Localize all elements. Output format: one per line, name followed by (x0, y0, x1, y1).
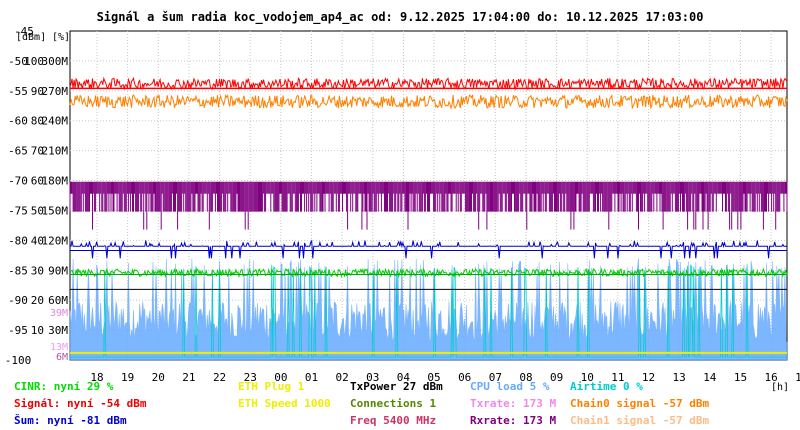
x-tick-label: 02 (336, 371, 349, 384)
legend-item: CPU load 5 % (470, 380, 550, 393)
legend-item: Rxrate: 173 M (470, 414, 557, 427)
x-tick-label: 21 (182, 371, 195, 384)
x-unit-label: [h] (771, 382, 789, 393)
legend-item: CINR: nyní 29 % (14, 380, 114, 393)
y-tick-label-percent: 100 (24, 55, 44, 68)
y-tick-label-percent: 40 (31, 234, 44, 247)
legend-item: Šum: nyní -81 dBm (14, 414, 127, 427)
y-tick-label-rate: 270M (42, 85, 69, 98)
y-extra-rate-label: 39M (50, 308, 68, 319)
x-tick-label: 18 (90, 371, 103, 384)
x-tick-label: 00 (274, 371, 287, 384)
x-tick-label: 22 (213, 371, 226, 384)
x-tick-label: 10 (581, 371, 594, 384)
x-tick-label: 13 (673, 371, 686, 384)
series-signal (69, 76, 788, 91)
y-tick-label-rate: 210M (42, 145, 69, 158)
y-extra-rate-label: 6M (56, 352, 68, 363)
y-tick-label-dbm: -60 (8, 115, 28, 128)
legend-item: Freq 5400 MHz (350, 414, 437, 427)
x-tick-label: 17 (795, 371, 800, 384)
y-tick-label-rate: 300M (42, 55, 69, 68)
y-tick-label-dbm: -65 (8, 145, 28, 158)
x-tick-label: 16 (764, 371, 777, 384)
y-tick-label-percent: 60 (31, 175, 44, 188)
legend-item: Chain0 signal -57 dBm (570, 397, 710, 410)
x-tick-label: 04 (397, 371, 411, 384)
x-tick-label: 08 (519, 371, 532, 384)
legend-item: Txrate: 173 M (470, 397, 557, 410)
y-tick-label-dbm: -85 (8, 264, 28, 277)
chart-title: Signál a šum radia koc_vodojem_ap4_ac od… (96, 10, 704, 24)
x-tick-label: 14 (703, 371, 717, 384)
y-tick-label-percent: 80 (31, 115, 44, 128)
y-tick-label-dbm: -70 (8, 175, 28, 188)
y-tick-label-dbm: -75 (8, 204, 28, 217)
series-cinr (69, 267, 788, 279)
legend-item: ETH Speed 1000 (238, 397, 331, 410)
y-tick-label-percent: 90 (31, 85, 44, 98)
x-tick-label: 03 (366, 371, 379, 384)
legend-item: Signál: nyní -54 dBm (14, 397, 147, 410)
y-tick-label-dbm: -80 (8, 234, 28, 247)
x-tick-label: 12 (642, 371, 655, 384)
y-tick-label-dbm: -45 (14, 25, 34, 38)
series-rxrate (69, 181, 788, 230)
x-tick-label: 09 (550, 371, 563, 384)
y-tick-label-rate: 180M (42, 175, 69, 188)
y-tick-label-percent: 30 (31, 264, 44, 277)
y-unit-percent: [%] (52, 32, 70, 43)
series-chain0-signal (69, 93, 788, 110)
series-group (69, 76, 788, 361)
x-tick-label: 11 (611, 371, 624, 384)
y-tick-label-dbm: -50 (8, 55, 28, 68)
y-unit-dbm: [dBm] (16, 32, 46, 43)
y-tick-label-dbm: -55 (8, 85, 28, 98)
y-tick-label-percent: 10 (31, 324, 44, 337)
y-tick-label-percent: 20 (31, 294, 44, 307)
y-tick-label-rate: 60M (48, 294, 68, 307)
y-tick-label-rate: 90M (48, 264, 68, 277)
y-tick-label-dbm: -90 (8, 294, 28, 307)
series-airtime (70, 264, 787, 358)
y-tick-label-rate: 150M (42, 204, 69, 217)
series-cpu-load (69, 258, 788, 361)
y-tick-label-dbm: -100 (5, 354, 32, 367)
series-noise (70, 239, 787, 259)
y-tick-label-rate: 30M (48, 324, 68, 337)
y-tick-label-rate: 120M (42, 234, 69, 247)
y-tick-label-rate: 240M (42, 115, 69, 128)
y-tick-label-percent: 70 (31, 145, 44, 158)
legend-item: Chain1 signal -57 dBm (570, 414, 710, 427)
legend-item: Connections 1 (350, 397, 437, 410)
x-tick-label: 07 (489, 371, 502, 384)
x-tick-label: 05 (427, 371, 440, 384)
legend-item: Airtime 0 % (570, 380, 643, 393)
x-tick-label: 23 (244, 371, 257, 384)
x-tick-label: 01 (305, 371, 318, 384)
legend-item: TxPower 27 dBm (350, 380, 443, 393)
legend-item: ETH Plug 1 (238, 380, 305, 393)
x-tick-label: 20 (152, 371, 165, 384)
x-tick-label: 06 (458, 371, 471, 384)
x-tick-label: 19 (121, 371, 134, 384)
y-tick-label-dbm: -95 (8, 324, 28, 337)
y-tick-label-percent: 50 (31, 204, 44, 217)
y-extra-rate-label: 13M (50, 342, 68, 353)
x-tick-label: 15 (734, 371, 747, 384)
